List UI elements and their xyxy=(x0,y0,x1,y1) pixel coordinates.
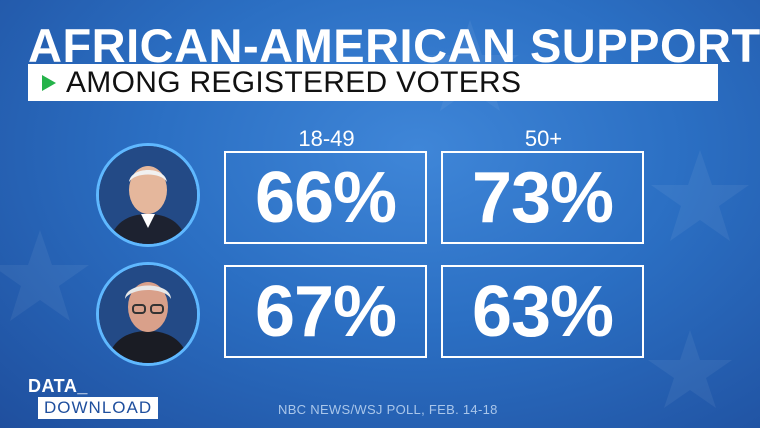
subtitle-bar: AMONG REGISTERED VOTERS xyxy=(28,64,718,101)
column-header-18-49: 18-49 xyxy=(298,126,355,151)
person-portrait-icon xyxy=(99,265,197,363)
value-cell: 73% xyxy=(441,151,644,244)
value-cell: 63% xyxy=(441,265,644,358)
column-header-50-plus: 50+ xyxy=(524,126,563,151)
source-note: NBC NEWS/WSJ POLL, FEB. 14-18 xyxy=(278,402,498,417)
subtitle: AMONG REGISTERED VOTERS xyxy=(66,65,522,99)
value-cell: 66% xyxy=(224,151,427,244)
person-portrait-icon xyxy=(99,146,197,244)
page-title: AFRICAN-AMERICAN SUPPORT xyxy=(28,19,760,72)
candidate-photo-1 xyxy=(96,143,200,247)
candidate-photo-2 xyxy=(96,262,200,366)
value-cell: 67% xyxy=(224,265,427,358)
logo-data: DATA_ xyxy=(28,376,88,396)
arrow-right-icon xyxy=(42,74,56,91)
logo-download: DOWNLOAD xyxy=(38,397,159,419)
